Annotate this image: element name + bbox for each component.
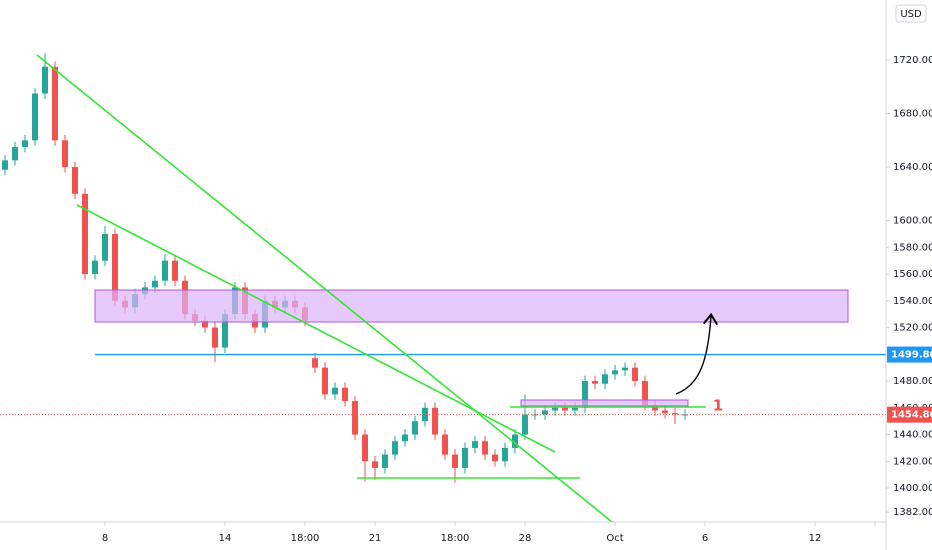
candle-body <box>322 367 329 395</box>
candle-body <box>32 93 39 141</box>
trend-line <box>76 204 556 453</box>
y-tick-label: 1680.00 <box>893 109 932 120</box>
candle-body <box>482 441 489 455</box>
y-tick-label: 1540.00 <box>893 296 932 307</box>
candle-body <box>642 381 649 406</box>
y-tick-label: 1400.00 <box>893 483 932 494</box>
y-tick-label: 1720.00 <box>893 55 932 66</box>
candle-body <box>612 370 619 375</box>
candle-body <box>442 434 449 455</box>
x-tick-label: 18:00 <box>441 533 470 544</box>
candle-body <box>382 454 389 468</box>
candle-body <box>602 374 609 384</box>
x-tick-label: 8 <box>102 533 108 544</box>
candle-body <box>542 410 549 415</box>
candle-body <box>152 280 159 288</box>
y-tick-label: 1480.00 <box>893 376 932 387</box>
y-tick-label: 1580.00 <box>893 242 932 253</box>
y-tick-label: 1440.00 <box>893 430 932 441</box>
price-label-box <box>887 346 932 363</box>
candle-body <box>422 407 429 422</box>
candle-body <box>2 160 9 170</box>
candle-body <box>332 387 339 395</box>
zone-rect-small <box>520 399 689 407</box>
candle-body <box>392 441 399 455</box>
axes: 1720.00 1680.00 1640.00 1600.00 1580.00 1560.… <box>102 55 932 544</box>
x-tick-label: Oct <box>606 533 623 544</box>
candle-body <box>592 381 599 384</box>
candle-body <box>212 327 219 348</box>
candle-body <box>462 447 469 468</box>
drawings <box>36 54 849 522</box>
y-tick-label: 1382.00 <box>893 507 932 518</box>
price-label: 1499.80 <box>891 350 932 361</box>
candle-body <box>402 434 409 442</box>
candle-body <box>82 193 89 275</box>
x-tick-label: 6 <box>702 533 708 544</box>
plot-area <box>0 53 886 483</box>
y-tick-label: 1560.00 <box>893 269 932 280</box>
candle-body <box>472 441 479 448</box>
candle-body <box>52 66 59 141</box>
annotation: 1 <box>713 397 723 415</box>
candle-body <box>172 260 179 281</box>
candle-body <box>372 461 379 468</box>
candle-body <box>682 414 689 416</box>
trend-line <box>36 54 613 522</box>
candle-body <box>342 387 349 402</box>
candle-body <box>62 140 69 168</box>
candle-body <box>572 407 579 411</box>
x-tick-label: 12 <box>809 533 822 544</box>
x-tick-label: 14 <box>219 533 232 544</box>
candle-body <box>162 260 169 281</box>
candle-body <box>412 421 419 435</box>
candle-body <box>72 167 79 194</box>
candle-body <box>42 66 49 94</box>
x-tick-label: 21 <box>369 533 382 544</box>
candle-body <box>202 320 209 328</box>
candle-body <box>12 146 19 161</box>
candle-body <box>22 140 29 147</box>
price-label-box <box>887 406 932 423</box>
candle-body <box>632 367 639 382</box>
x-tick-label: 18:00 <box>291 533 320 544</box>
time-axis <box>0 522 886 550</box>
candle-body <box>552 407 559 411</box>
candle-body <box>92 260 99 275</box>
candle-body <box>492 454 499 462</box>
candle-body <box>112 233 119 301</box>
candle-body <box>512 434 519 448</box>
y-tick-label: 1640.00 <box>893 162 932 173</box>
candle-body <box>312 358 319 368</box>
candle-body <box>352 401 359 435</box>
candle-body <box>432 407 439 435</box>
arrow <box>675 316 711 395</box>
candle-body <box>522 414 529 435</box>
price-axis <box>886 0 932 550</box>
currency-box <box>895 4 927 23</box>
candle-body <box>452 454 459 468</box>
candle-body <box>222 314 229 348</box>
candle-body <box>562 407 569 411</box>
candle-body <box>622 367 629 371</box>
price-label: 1454.86 <box>891 410 932 421</box>
currency: USD <box>900 9 922 20</box>
candle-body <box>662 410 669 414</box>
y-tick-label: 1420.00 <box>893 456 932 467</box>
candle-body <box>102 233 109 261</box>
candle-body <box>502 447 509 462</box>
candle-body <box>532 414 539 416</box>
zone-rect <box>94 289 849 323</box>
candle-body <box>672 413 679 415</box>
x-tick-label: 28 <box>519 533 532 544</box>
candle-body <box>582 381 589 408</box>
y-tick-label: 1520.00 <box>893 323 932 334</box>
candle-body <box>362 434 369 462</box>
y-tick-label: 1600.00 <box>893 216 932 227</box>
